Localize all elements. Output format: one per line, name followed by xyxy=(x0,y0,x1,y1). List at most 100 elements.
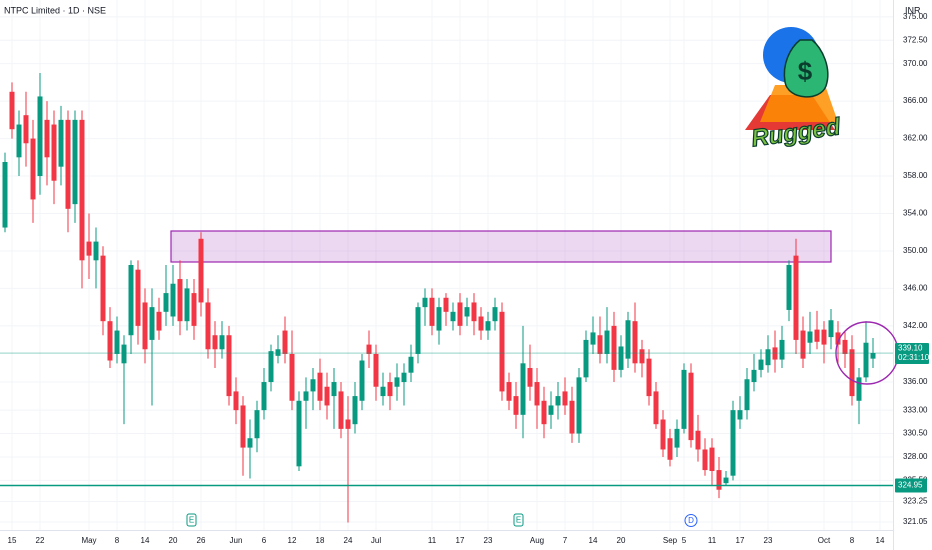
candle-body xyxy=(275,349,281,356)
candle-body xyxy=(170,283,176,317)
candle-body xyxy=(555,396,561,406)
x-tick-label: Jun xyxy=(230,536,243,545)
y-tick-label: 366.00 xyxy=(903,96,928,105)
candle-body xyxy=(303,391,309,401)
x-tick-label: 17 xyxy=(736,536,745,545)
candle-body xyxy=(289,353,295,401)
candle-body xyxy=(219,335,225,350)
x-tick-label: 14 xyxy=(141,536,150,545)
candle-body xyxy=(37,96,43,177)
candle-body xyxy=(261,382,267,411)
support-label-box xyxy=(895,478,927,493)
candle-body xyxy=(870,353,876,359)
candle-body xyxy=(331,382,337,397)
x-tick-label: 15 xyxy=(8,536,17,545)
x-tick-label: 14 xyxy=(589,536,598,545)
candle-body xyxy=(695,430,701,450)
candle-body xyxy=(142,302,148,350)
candle-body xyxy=(86,241,92,256)
candle-body xyxy=(58,119,64,167)
candle-body xyxy=(268,351,274,383)
event-markers: E E D xyxy=(186,513,698,527)
event-marker-circle xyxy=(684,514,698,527)
support-label: 324.95 xyxy=(898,481,923,490)
event-marker-box xyxy=(186,513,197,527)
candle-body xyxy=(387,382,393,397)
candle-body xyxy=(44,119,50,158)
candle-body xyxy=(457,302,463,326)
x-tick-label: 6 xyxy=(262,536,267,545)
candle-body xyxy=(611,325,617,370)
candle-body xyxy=(513,396,519,415)
x-tick-label: 12 xyxy=(288,536,297,545)
candle-body xyxy=(212,335,218,350)
candle-body xyxy=(30,138,36,200)
candle-body xyxy=(583,339,589,378)
candle-body xyxy=(590,332,596,345)
candle-body xyxy=(786,265,792,310)
candle-body xyxy=(520,363,526,415)
y-tick-label: 328.00 xyxy=(903,452,928,461)
candle-body xyxy=(758,359,764,370)
candle-body xyxy=(744,379,750,411)
event-marker: E xyxy=(516,516,521,525)
candle-body xyxy=(723,477,729,484)
x-tick-label: 8 xyxy=(115,536,120,545)
candle-body xyxy=(72,119,78,205)
x-tick-label: 18 xyxy=(316,536,325,545)
candle-body xyxy=(114,330,120,354)
candle-body xyxy=(408,356,414,373)
candle-body xyxy=(345,419,351,429)
candle-body xyxy=(639,349,645,364)
candle-body xyxy=(191,293,197,326)
candle-body xyxy=(310,379,316,392)
candle-body xyxy=(548,405,554,415)
candle-body xyxy=(282,330,288,354)
candle-body xyxy=(667,438,673,460)
candle-body xyxy=(821,329,827,345)
candle-body xyxy=(149,307,155,340)
y-tick-label: 346.00 xyxy=(903,284,928,293)
candle-body xyxy=(352,396,358,425)
candle-body xyxy=(443,297,449,312)
candle-body xyxy=(16,124,22,158)
candle-body xyxy=(324,386,330,406)
candle-body xyxy=(835,332,841,345)
candle-body xyxy=(450,311,456,322)
x-tick-label: Oct xyxy=(818,536,831,545)
grid-layer xyxy=(0,0,894,550)
candle-body xyxy=(562,391,568,406)
candle-body xyxy=(79,119,85,261)
y-tick-label: 330.50 xyxy=(903,429,928,438)
logo-bag xyxy=(783,39,829,98)
candle-body xyxy=(93,241,99,261)
candle-body xyxy=(359,360,365,401)
x-tick-label: 20 xyxy=(169,536,178,545)
candle-body xyxy=(366,344,372,354)
candle-body xyxy=(646,358,652,397)
y-tick-label: 323.25 xyxy=(903,497,928,506)
x-tick-label: 5 xyxy=(682,536,687,545)
candle-body xyxy=(51,124,57,181)
y-tick-label: 375.00 xyxy=(903,12,928,21)
candle-body xyxy=(730,410,736,476)
candle-body xyxy=(422,297,428,308)
x-tick-label: 7 xyxy=(563,536,568,545)
last-price-box xyxy=(895,343,929,365)
candle-body xyxy=(772,347,778,360)
candle-body xyxy=(240,405,246,448)
candle-body xyxy=(471,302,477,322)
event-marker: D xyxy=(688,516,694,525)
candle-body xyxy=(177,279,183,322)
y-tick-label: 333.00 xyxy=(903,405,928,414)
candle-body xyxy=(163,293,169,312)
candle-body xyxy=(793,255,799,340)
candle-body xyxy=(198,238,204,303)
candle-body xyxy=(856,377,862,401)
candle-body xyxy=(688,372,694,441)
x-tick-label: 14 xyxy=(876,536,885,545)
candle-body xyxy=(373,353,379,387)
candle-body xyxy=(506,382,512,401)
